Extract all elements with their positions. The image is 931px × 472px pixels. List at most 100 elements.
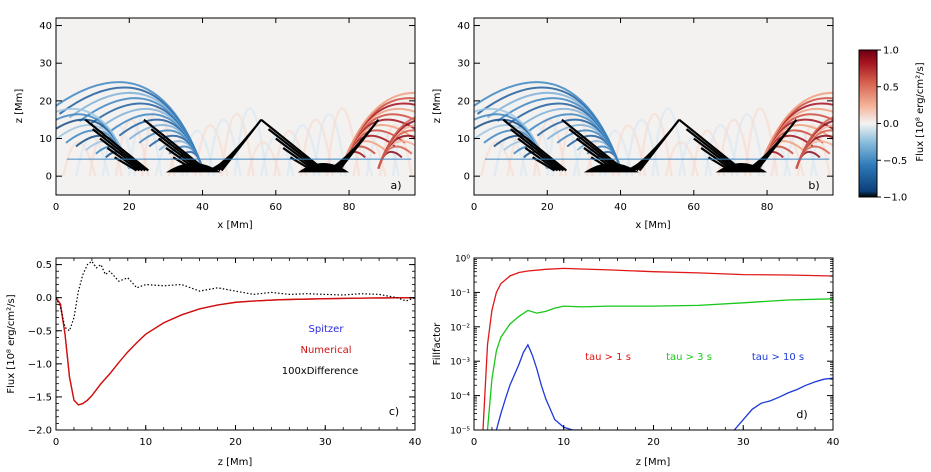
panel-d-x-ticks: 0 10 20 30 40: [471, 258, 840, 448]
panel-a-ylabel: z [Mm]: [14, 89, 25, 124]
heatmap-strand: [260, 118, 325, 172]
heatmap-core: [715, 162, 768, 173]
x-tick-label: 20: [229, 437, 242, 448]
x-tick-label: 20: [647, 437, 660, 448]
heatmap-strand: [517, 137, 562, 172]
y-tick-label: 10⁻⁵: [450, 427, 470, 437]
heatmap-strand: [678, 118, 743, 172]
panel-c-series: [56, 260, 415, 406]
heatmap-strand: [502, 118, 568, 172]
heatmap-loop: [377, 116, 415, 169]
x-tick-label: 30: [319, 437, 332, 448]
heatmap-strand: [84, 118, 150, 172]
x-tick-label: 60: [269, 202, 282, 213]
panel-a-xlabel: x [Mm]: [217, 220, 252, 231]
heatmap-strand: [143, 118, 208, 172]
panel-c-y-ticks: 0.5 0.0 −0.5 −1.0 −1.5 −2.0: [28, 257, 415, 437]
x-tick-label: 40: [409, 437, 422, 448]
panel-a-frame: [55, 17, 416, 196]
x-tick-label: 20: [541, 202, 554, 213]
panel-c-frame: [55, 257, 416, 431]
series-line-numerical: [56, 297, 415, 406]
heatmap-loop: [758, 92, 833, 169]
legend-numerical: Numerical: [300, 345, 351, 356]
x-tick-label: 0: [53, 202, 59, 213]
heatmap-strand: [509, 128, 565, 172]
panel-a-label: a): [390, 179, 401, 192]
y-tick-label: 20: [457, 96, 470, 107]
panel-c-x-ticks: 0 10 20 30 40: [53, 258, 422, 448]
y-tick-label: −1.5: [28, 392, 52, 403]
x-tick-label: 40: [196, 202, 209, 213]
panel-d-series: [482, 267, 833, 430]
colorbar-gradient: [858, 49, 878, 198]
panel-d: 0 10 20 30 40 10⁰ 10⁻¹ 10⁻² 10⁻³ 10⁻⁴ 10⁻⁵ tau > …: [432, 255, 839, 469]
heatmap-texture: [220, 112, 255, 177]
colorbar-label: Flux [10⁸ erg/cm²/s]: [915, 62, 926, 161]
y-tick-label: 10⁻²: [450, 323, 470, 333]
legend-tau-10: tau > 10 s: [752, 352, 804, 363]
series-line-tau-1-s: [482, 267, 833, 430]
legend-tau-1: tau > 1 s: [585, 352, 631, 363]
legend-difference: 100xDifference: [282, 366, 359, 377]
heatmap-loop: [795, 116, 833, 169]
heatmap-loop: [56, 81, 204, 169]
y-tick-label: 0: [46, 172, 52, 183]
heatmap-core: [297, 162, 350, 173]
heatmap-b-image: [474, 18, 833, 195]
heatmap-strand: [337, 119, 380, 172]
panel-b-x-ticks: 0 20 40 60 80: [471, 18, 774, 213]
heatmap-strand: [91, 128, 147, 172]
panel-d-y-ticks: 10⁰ 10⁻¹ 10⁻² 10⁻³ 10⁻⁴ 10⁻⁵: [450, 255, 833, 437]
heatmap-core: [165, 162, 221, 173]
panel-d-xlabel: z [Mm]: [636, 457, 671, 468]
x-tick-label: 20: [123, 202, 136, 213]
panel-a-x-ticks: 0 20 40 60 80: [53, 18, 356, 213]
y-tick-label: 30: [457, 59, 470, 70]
y-tick-label: 20: [39, 96, 52, 107]
y-tick-label: 0.5: [36, 260, 52, 271]
x-tick-label: 0: [471, 437, 477, 448]
heatmap-a-image: [56, 18, 415, 195]
panel-d-legend: tau > 1 s tau > 3 s tau > 10 s: [585, 352, 804, 363]
heatmap-texture: [730, 112, 766, 177]
x-tick-label: 40: [827, 437, 840, 448]
heatmap-strand: [99, 137, 144, 172]
heatmap-loop: [340, 92, 415, 169]
panel-c-label: c): [389, 405, 399, 418]
panel-b-y-ticks: 0 10 20 30 40: [457, 21, 833, 183]
y-tick-label: 40: [457, 21, 470, 32]
x-tick-label: 80: [761, 202, 774, 213]
y-tick-label: 40: [39, 21, 52, 32]
legend-spitzer: Spitzer: [309, 324, 345, 335]
panel-d-ylabel: Fillfactor: [432, 322, 443, 366]
colorbar-tick-label: 0.5: [883, 82, 899, 93]
y-tick-label: 10⁰: [455, 255, 470, 265]
colorbar-tick-label: 0.0: [883, 119, 899, 130]
panel-c-xlabel: z [Mm]: [218, 457, 253, 468]
y-tick-label: 10: [457, 134, 470, 145]
x-tick-label: 40: [614, 202, 627, 213]
panel-a-y-ticks: 0 10 20 30 40: [39, 21, 415, 183]
y-tick-label: 10⁻¹: [450, 289, 470, 299]
y-tick-label: −1.0: [28, 359, 52, 370]
heatmap-loop: [474, 81, 622, 169]
x-tick-label: 0: [471, 202, 477, 213]
panel-c-ylabel: Flux [10⁸ erg/cm²/s]: [6, 294, 17, 393]
x-tick-label: 30: [737, 437, 750, 448]
panel-c-legend: Spitzer Numerical 100xDifference: [282, 324, 359, 377]
x-tick-label: 10: [557, 437, 570, 448]
panel-a: 0 20 40 60 80 0 10 20 30 40 x [Mm] z [Mm] a): [14, 17, 416, 231]
panel-b: 0 20 40 60 80 0 10 20 30 40 x [Mm] z [Mm] b): [432, 17, 834, 231]
panel-c: 0 10 20 30 40 0.5 0.0 −0.5 −1.0 −1.5 −2.0 Spitzer…: [6, 257, 422, 468]
heatmap-strand: [561, 118, 626, 172]
panel-b-label: b): [808, 179, 819, 192]
x-tick-label: 0: [53, 437, 59, 448]
colorbar: 1.0 0.5 0.0 −0.5 −1.0 Flux [10⁸ erg/cm²/s]: [858, 46, 926, 204]
colorbar-tick-label: −1.0: [883, 193, 907, 204]
heatmap-strand: [220, 119, 263, 172]
x-tick-label: 80: [343, 202, 356, 213]
heatmap-texture: [312, 112, 348, 177]
heatmap-strand: [267, 128, 322, 172]
colorbar-tick-label: 1.0: [883, 46, 899, 57]
